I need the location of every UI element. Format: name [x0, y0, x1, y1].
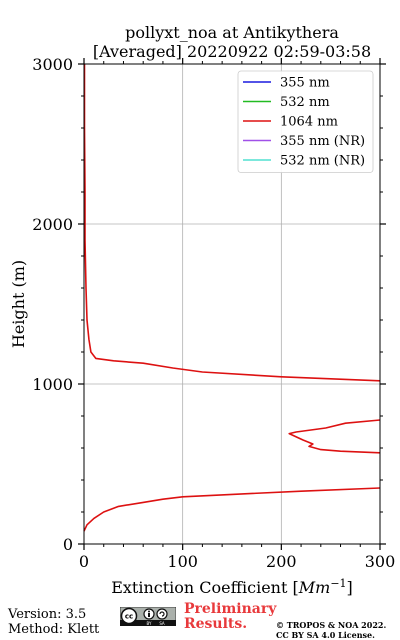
extinction-profile-chart: pollyxt_noa at Antikythera [Averaged] 20… [9, 23, 395, 597]
y-tick-label: 2000 [32, 215, 73, 234]
copyright-line-2: CC BY SA 4.0 License. [276, 630, 375, 640]
cc-by-sa-icon: cc BY SA [120, 607, 176, 626]
legend-entry: 532 nm (NR) [280, 154, 365, 169]
chart-title: pollyxt_noa at Antikythera [125, 23, 339, 42]
chart-subtitle: [Averaged] 20220922 02:59-03:58 [93, 42, 371, 61]
preliminary-notice: Preliminary Results. [184, 602, 276, 632]
copyright-line-1: © TROPOS & NOA 2022. [276, 620, 387, 630]
legend-entry: 532 nm [280, 95, 330, 110]
svg-text:cc: cc [125, 613, 133, 621]
x-tick-label: 300 [365, 552, 396, 571]
y-axis-label: Height (m) [9, 260, 28, 348]
version-label: Version: 3.5 [8, 607, 87, 622]
legend-entry: 355 nm [280, 76, 330, 91]
x-tick-label: 200 [266, 552, 297, 571]
x-tick-label: 100 [167, 552, 198, 571]
x-axis-label: Extinction Coefficient [Mm−1] [111, 577, 353, 597]
x-axis-unit: Mm [298, 578, 331, 597]
series-line-1064nm [83, 64, 381, 382]
preliminary-line-1: Preliminary [184, 601, 277, 617]
x-tick-label: 0 [79, 552, 89, 571]
copyright-notice: © TROPOS & NOA 2022. CC BY SA 4.0 Licens… [276, 620, 386, 640]
y-tick-label: 1000 [32, 375, 73, 394]
x-axis-unit-exponent: −1 [330, 577, 346, 590]
series-line-1064nm [288, 419, 381, 454]
legend-box [237, 70, 374, 173]
legend-entry: 355 nm (NR) [280, 134, 365, 149]
y-tick-label: 0 [63, 535, 73, 554]
series-lines [83, 64, 381, 532]
method-label: Method: Klett [8, 622, 100, 637]
svg-text:BY: BY [147, 621, 153, 626]
plot-frame [83, 63, 381, 545]
y-tick-label: 3000 [32, 55, 73, 74]
series-line-1064nm [83, 487, 381, 532]
x-axis-label-text: Extinction Coefficient [111, 578, 292, 597]
preliminary-line-2: Results. [184, 616, 248, 632]
svg-text:SA: SA [159, 621, 165, 626]
legend: 355 nm 532 nm 1064 nm 355 nm (NR) 532 nm (NR… [237, 70, 374, 173]
legend-entry: 1064 nm [280, 115, 338, 130]
